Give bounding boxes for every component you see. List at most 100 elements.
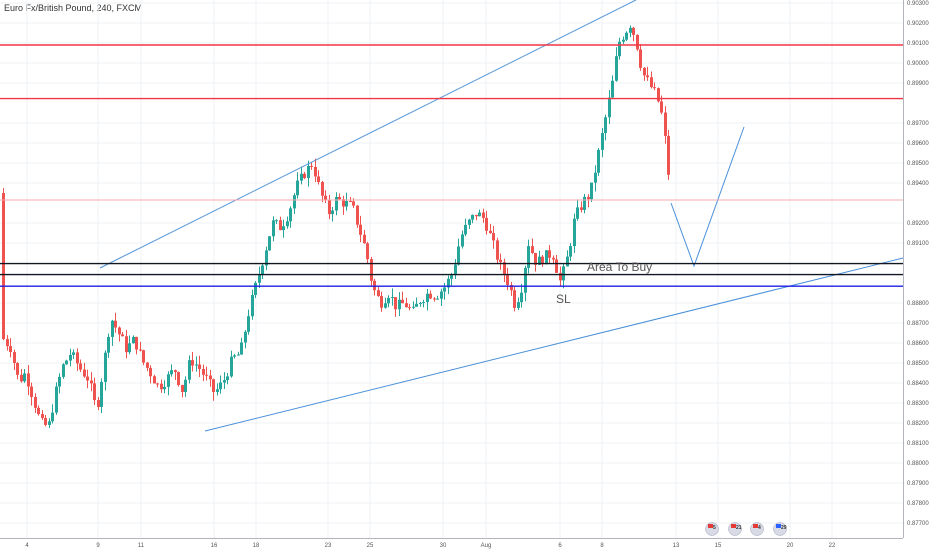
candle-body	[562, 266, 565, 281]
price-tick-label: 0.89600	[907, 141, 929, 147]
price-tick-label: 0.88500	[907, 361, 929, 367]
candle-body	[13, 352, 16, 363]
price-tick-label: 0.88200	[907, 421, 929, 427]
candle-body	[335, 196, 338, 211]
candle-body	[622, 39, 625, 42]
candle-body	[566, 256, 569, 267]
upper-channel-line	[99, 0, 637, 269]
price-tick-label: 0.88300	[907, 401, 929, 407]
time-tick-label: 25	[367, 543, 374, 549]
price-axis[interactable]: 0.90300 0.90200 0.90100 0.90000 0.89900 0.897…	[903, 0, 932, 550]
candle-body	[370, 259, 373, 281]
candle-body	[184, 379, 187, 392]
time-tick-label: 15	[715, 543, 722, 549]
time-tick-label: 16	[211, 543, 218, 549]
trendlines	[99, 0, 904, 432]
candle-body	[538, 256, 541, 265]
price-tick-label: 0.88700	[907, 321, 929, 327]
candle-body	[58, 376, 61, 387]
candle-body	[272, 220, 275, 237]
time-tick-label: 4	[25, 543, 29, 549]
candle-body	[464, 224, 467, 235]
candle-body	[475, 214, 478, 217]
candle-body	[485, 217, 488, 231]
candle-body	[443, 287, 446, 292]
candle-body	[286, 221, 289, 227]
candle-body	[2, 193, 5, 340]
candle-body	[667, 135, 670, 175]
candle-body	[30, 386, 33, 398]
candle-body	[391, 297, 394, 299]
candle-body	[289, 208, 292, 222]
candle-body	[90, 380, 93, 384]
candle-body	[307, 165, 310, 178]
price-tick-label: 0.87900	[907, 481, 929, 487]
candle-body	[247, 316, 250, 332]
candle-body	[55, 386, 58, 413]
candle-body	[34, 397, 37, 408]
candle-body	[93, 383, 96, 401]
candle-body	[422, 302, 425, 304]
candle-body	[293, 195, 296, 209]
candle-body	[499, 259, 502, 263]
candle-body	[559, 272, 562, 281]
candle-body	[328, 199, 331, 215]
candle-body	[202, 368, 205, 375]
price-tick-label: 0.90100	[907, 41, 929, 47]
candle-body	[387, 297, 390, 304]
price-tick-label: 0.90000	[907, 61, 929, 67]
candle-body	[237, 354, 240, 356]
stop-loss-label: SL	[556, 292, 571, 306]
flag-icon	[708, 524, 713, 528]
candle-body	[573, 218, 576, 247]
flag-icon	[753, 524, 758, 528]
candle-body	[611, 80, 614, 98]
candle-body	[282, 226, 285, 231]
candle-body	[590, 182, 593, 200]
candle-body	[275, 220, 278, 222]
candle-body	[408, 307, 411, 309]
time-tick-label: 23	[325, 543, 332, 549]
time-tick-label: 30	[440, 543, 447, 549]
candle-body	[9, 346, 12, 353]
candle-body	[468, 219, 471, 225]
price-tick-label: 0.87800	[907, 501, 929, 507]
candle-body	[156, 383, 159, 385]
candle-body	[615, 56, 618, 81]
flag-count: 29	[781, 525, 787, 531]
price-axis-bg	[903, 0, 932, 550]
candle-body	[419, 302, 422, 304]
candle-body	[429, 293, 432, 299]
price-tick-label: 0.87700	[907, 521, 929, 527]
candle-body	[342, 199, 345, 207]
candle-body	[440, 291, 443, 299]
candle-body	[72, 352, 75, 355]
candle-body	[139, 349, 142, 351]
candle-body	[520, 292, 523, 303]
event-flag: 21	[728, 522, 742, 536]
candle-body	[653, 87, 656, 89]
event-flags: 5 21 4 29	[705, 522, 787, 536]
candle-body	[492, 233, 495, 241]
candle-body	[587, 196, 590, 200]
candle-body	[97, 400, 100, 407]
time-tick-label: 20	[787, 543, 794, 549]
candle-body	[142, 350, 145, 363]
flag-count: 5	[713, 525, 716, 531]
candle-body	[226, 376, 229, 381]
projection-path	[670, 126, 745, 268]
grid	[0, 0, 903, 538]
time-axis[interactable]: 4 9 11 16 18 23 25 30 Aug 6 8 13 15 20 22	[0, 538, 903, 550]
candle-body	[349, 200, 352, 202]
candle-body	[436, 298, 439, 300]
candle-body	[51, 412, 54, 422]
candle-body	[359, 224, 362, 235]
candle-body	[310, 165, 313, 167]
price-tick-label: 0.88600	[907, 341, 929, 347]
candle-body	[135, 336, 138, 350]
candle-body	[366, 243, 369, 260]
candle-body	[216, 389, 219, 392]
price-tick-label: 0.89100	[907, 241, 929, 247]
candle-body	[244, 331, 247, 343]
